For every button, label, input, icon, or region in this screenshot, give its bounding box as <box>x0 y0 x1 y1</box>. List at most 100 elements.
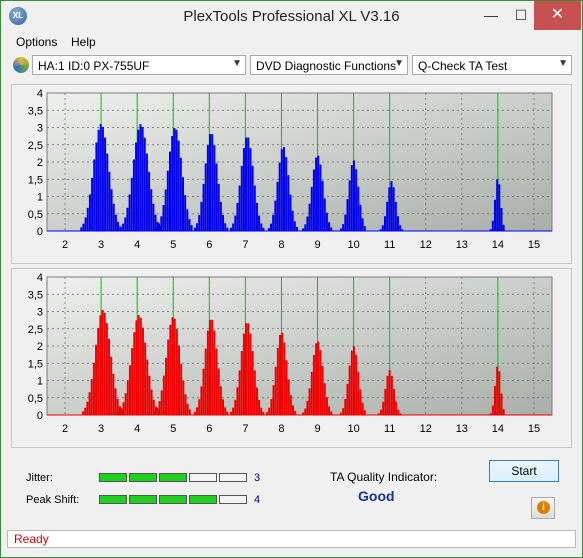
jitter-chart-bar <box>317 155 320 231</box>
jitter-chart-bar <box>348 180 351 231</box>
jitter-chart-bar <box>245 137 248 231</box>
peakshift-chart-bar <box>255 387 258 415</box>
peakshift-chart-x-tick-label: 11 <box>384 423 395 435</box>
test-select-value: Q-Check TA Test <box>418 59 508 73</box>
peakshift-chart-bar <box>397 409 400 415</box>
jitter-chart-bar <box>494 199 497 231</box>
jitter-meter-segment <box>189 473 217 482</box>
peakshift-chart-bar <box>247 323 250 415</box>
jitter-chart-y-tick-label: 4 <box>37 88 43 100</box>
peakshift-chart-bar <box>253 370 256 415</box>
drive-select[interactable]: HA:1 ID:0 PX-755UF ▼ <box>32 55 246 75</box>
jitter-chart-bar <box>135 142 138 231</box>
peakshift-chart-bar <box>196 407 199 415</box>
jitter-chart-bar <box>289 194 292 231</box>
peakshift-chart-bar <box>120 408 123 415</box>
jitter-chart-bar <box>306 216 309 231</box>
jitter-chart-bar <box>240 165 243 231</box>
peakshift-chart-bar <box>169 324 172 415</box>
jitter-chart-bar <box>215 163 218 231</box>
jitter-chart-bar <box>390 180 393 231</box>
peakshift-chart-bar <box>135 320 138 415</box>
peak-shift-meter-segment <box>159 495 187 504</box>
jitter-chart-bar <box>162 205 165 231</box>
peakshift-chart-bar <box>491 405 494 415</box>
peakshift-chart-bar <box>152 399 155 415</box>
jitter-chart-bar <box>386 201 389 231</box>
results-panel: Jitter: 3 Peak Shift: 4 TA Quality Indic… <box>12 456 572 526</box>
peakshift-chart-bar <box>226 411 229 415</box>
close-button[interactable]: ✕ <box>534 1 581 30</box>
peakshift-chart-bar <box>279 334 282 415</box>
jitter-chart-bar <box>396 216 399 231</box>
chevron-down-icon: ▼ <box>232 58 242 69</box>
peakshift-chart-bar <box>131 348 134 415</box>
peakshift-chart-bar <box>310 371 313 415</box>
peakshift-chart-bar <box>215 348 218 415</box>
jitter-chart-bar <box>308 203 311 231</box>
jitter-chart-bar <box>363 226 366 231</box>
jitter-chart-bar <box>82 223 85 231</box>
peakshift-chart-y-tick-label: 4 <box>37 272 43 284</box>
jitter-chart-bar <box>104 137 107 231</box>
jitter-chart-bar <box>84 217 87 231</box>
peakshift-chart-bar <box>108 338 111 415</box>
peakshift-chart-bar <box>359 389 362 415</box>
jitter-chart-bar <box>282 147 285 231</box>
title-bar[interactable]: XL PlexTools Professional XL V3.16 — ☐ ✕ <box>1 1 582 31</box>
maximize-button[interactable]: ☐ <box>514 7 528 23</box>
peakshift-chart-bar <box>363 410 366 415</box>
jitter-chart-bar <box>293 221 296 231</box>
jitter-chart-bar <box>139 124 142 231</box>
jitter-chart-x-tick-label: 2 <box>62 239 68 251</box>
function-select[interactable]: DVD Diagnostic Functions ▼ <box>250 55 408 75</box>
minimize-button[interactable]: — <box>484 7 498 23</box>
jitter-distribution-chart: 0 0,5 1 1,5 2 2,5 3 3,5 4 2 3 4 5 6 7 8 9 10 11 12 13 14 15 <box>28 88 553 251</box>
jitter-chart-bar <box>193 227 196 231</box>
jitter-chart-bar <box>150 189 153 231</box>
jitter-chart-bar <box>200 201 203 231</box>
peakshift-chart-bar <box>202 368 205 415</box>
peakshift-chart-x-tick-label: 13 <box>456 423 468 435</box>
jitter-chart-bar <box>394 201 397 231</box>
jitter-chart-bar <box>179 157 182 231</box>
peakshift-chart-bar <box>206 330 209 415</box>
jitter-chart-y-tick-label: 1 <box>37 192 43 204</box>
peakshift-chart-bar <box>90 379 93 415</box>
peakshift-chart-bar <box>260 407 263 415</box>
peakshift-chart-bar <box>126 380 129 415</box>
jitter-chart-bar <box>319 164 322 231</box>
test-select[interactable]: Q-Check TA Test ▼ <box>412 55 572 75</box>
peakshift-chart-bar <box>268 407 271 415</box>
peakshift-chart-bar <box>116 398 119 415</box>
menu-help[interactable]: Help <box>71 35 96 49</box>
peakshift-chart-bar <box>489 413 492 415</box>
jitter-chart-bar <box>143 137 146 231</box>
menu-options[interactable]: Options <box>16 35 58 49</box>
peakshift-chart-bar <box>502 409 505 415</box>
peakshift-chart-bar <box>399 413 402 415</box>
jitter-chart-bar <box>101 126 104 231</box>
menu-bar: Options Help <box>1 32 582 52</box>
info-button[interactable]: i <box>531 497 555 519</box>
jitter-chart-bar <box>251 165 254 231</box>
peakshift-chart-bar <box>217 368 220 415</box>
peakshift-chart-bar <box>245 323 248 415</box>
jitter-chart-y-tick-label: 2 <box>37 157 43 169</box>
peakshift-chart-bar <box>165 357 168 415</box>
peakshift-chart-bar <box>154 411 157 415</box>
jitter-chart-x-tick-label: 14 <box>492 239 504 251</box>
peakshift-chart-bar <box>323 383 326 415</box>
jitter-chart-bar <box>272 214 275 231</box>
jitter-chart-bar <box>190 225 193 231</box>
start-button[interactable]: Start <box>489 460 559 482</box>
jitter-chart-bar <box>226 227 229 231</box>
peakshift-chart-bar <box>122 402 125 415</box>
peakshift-chart-bar <box>97 327 100 415</box>
jitter-chart-bar <box>357 186 360 231</box>
jitter-chart-bar <box>93 159 96 231</box>
peakshift-chart-bar <box>240 351 243 415</box>
peakshift-chart-bar <box>128 365 131 415</box>
peakshift-chart-bar <box>330 411 333 415</box>
jitter-chart-bar <box>399 225 402 231</box>
